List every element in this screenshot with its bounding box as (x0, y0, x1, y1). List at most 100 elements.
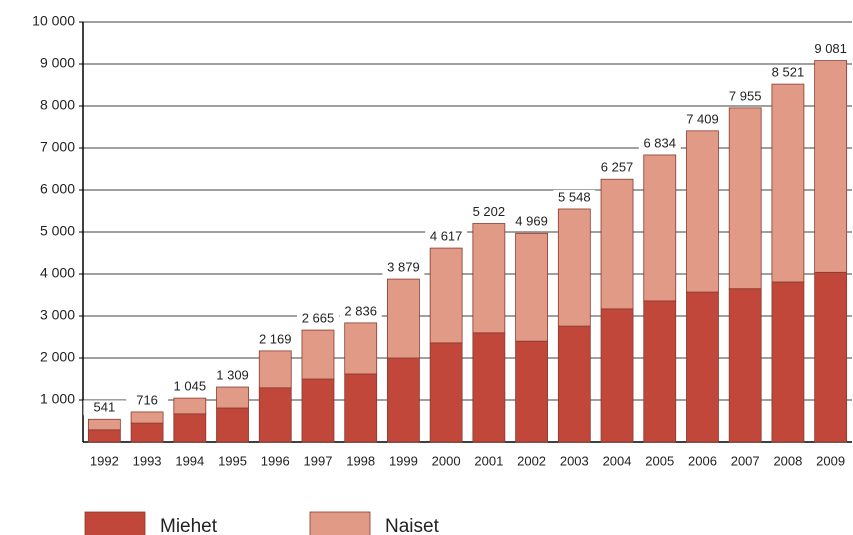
x-tick-label: 1994 (175, 453, 204, 468)
x-tick-label: 1999 (389, 453, 418, 468)
y-tick-label: 6 000 (40, 181, 75, 197)
bar-segment (814, 60, 848, 273)
y-tick-label: 2 000 (40, 349, 75, 365)
bar-segment (387, 357, 420, 443)
bar-segment (429, 342, 463, 443)
bar-segment (771, 83, 805, 283)
label-bg (211, 368, 254, 384)
x-tick-label: 1992 (90, 453, 119, 468)
total-label: 7 409 (686, 111, 719, 126)
x-tick-label: 2008 (773, 453, 802, 468)
bar-segment (130, 422, 164, 443)
bar-segment (258, 350, 292, 389)
bar-segment (600, 308, 634, 443)
x-tick-label: 2006 (688, 453, 717, 468)
label-bg (425, 229, 468, 245)
x-tick-label: 2005 (645, 453, 674, 468)
bar-segment (686, 291, 719, 443)
bar-segment (643, 154, 677, 302)
bar-segment (472, 332, 506, 443)
total-label: 3 879 (387, 260, 420, 275)
total-label: 5 202 (473, 204, 506, 219)
y-tick-label: 7 000 (40, 139, 75, 155)
y-tick-label: 9 000 (40, 55, 75, 71)
bar-segment (686, 130, 719, 293)
y-tick-label: 5 000 (40, 223, 75, 239)
total-label: 7 955 (729, 88, 762, 103)
total-label: 2 169 (259, 331, 292, 346)
x-tick-label: 2007 (731, 453, 760, 468)
total-label: 9 081 (814, 41, 847, 56)
total-label: 4 617 (430, 229, 463, 244)
label-bg (254, 331, 297, 347)
bar-segment (173, 397, 207, 415)
x-tick-label: 2001 (474, 453, 503, 468)
x-tick-label: 2009 (816, 453, 845, 468)
label-bg (638, 135, 681, 151)
total-label: 4 969 (515, 214, 548, 229)
x-tick-label: 2004 (603, 453, 632, 468)
bar-segment (515, 340, 548, 443)
bar-segment (130, 411, 164, 424)
bar-segment (301, 329, 335, 380)
label-bg (339, 303, 382, 319)
bar-segment (643, 300, 677, 443)
total-label: 1 309 (216, 367, 249, 382)
label-bg (809, 41, 852, 57)
y-tick-label: 8 000 (40, 97, 75, 113)
bar-segment (216, 386, 249, 409)
total-label: 541 (94, 400, 116, 415)
bar-segment (301, 378, 335, 443)
bar-segment (515, 232, 548, 342)
label-bg (681, 111, 724, 127)
bar-segment (87, 418, 121, 431)
label-bg (83, 400, 126, 416)
bar-segment (344, 373, 378, 443)
x-tick-label: 2000 (432, 453, 461, 468)
legend-label: Miehet (160, 516, 218, 535)
bar-segment (728, 107, 762, 290)
label-bg (766, 65, 809, 81)
bar-segment (258, 387, 292, 443)
legend-swatch (84, 511, 146, 535)
bar-segment (344, 322, 378, 375)
bar-segment (87, 429, 121, 443)
bar-segment (771, 281, 805, 443)
label-bg (296, 311, 339, 327)
bar-segment (387, 278, 420, 359)
label-bg (382, 260, 425, 276)
label-bg (168, 379, 211, 395)
bar-segment (429, 247, 463, 344)
legend-label: Naiset (385, 516, 440, 535)
bar-segment (557, 208, 591, 327)
bar-segment (728, 288, 762, 443)
bar-segment (216, 407, 249, 443)
bar-segment (814, 271, 848, 443)
x-tick-label: 1995 (218, 453, 247, 468)
total-label: 8 521 (772, 65, 805, 80)
bar-segment (472, 223, 506, 334)
bar-segment (557, 325, 591, 443)
x-tick-label: 1996 (261, 453, 290, 468)
bar-segment (173, 413, 207, 443)
legend-swatch (309, 511, 371, 535)
label-bg (596, 160, 639, 176)
y-tick-label: 4 000 (40, 265, 75, 281)
x-tick-label: 1997 (304, 453, 333, 468)
total-label: 2 836 (344, 303, 377, 318)
total-label: 2 665 (302, 311, 335, 326)
x-tick-label: 2003 (560, 453, 589, 468)
bar-segment (600, 178, 634, 310)
y-tick-label: 1 000 (40, 391, 75, 407)
total-label: 716 (136, 392, 158, 407)
total-label: 1 045 (174, 379, 207, 394)
total-label: 6 834 (643, 135, 676, 150)
label-bg (126, 392, 169, 408)
label-bg (510, 214, 553, 230)
label-bg (467, 204, 510, 220)
y-tick-label: 10 000 (32, 13, 75, 29)
x-tick-label: 1998 (346, 453, 375, 468)
label-bg (553, 189, 596, 205)
label-bg (724, 88, 767, 104)
x-tick-label: 1993 (133, 453, 162, 468)
